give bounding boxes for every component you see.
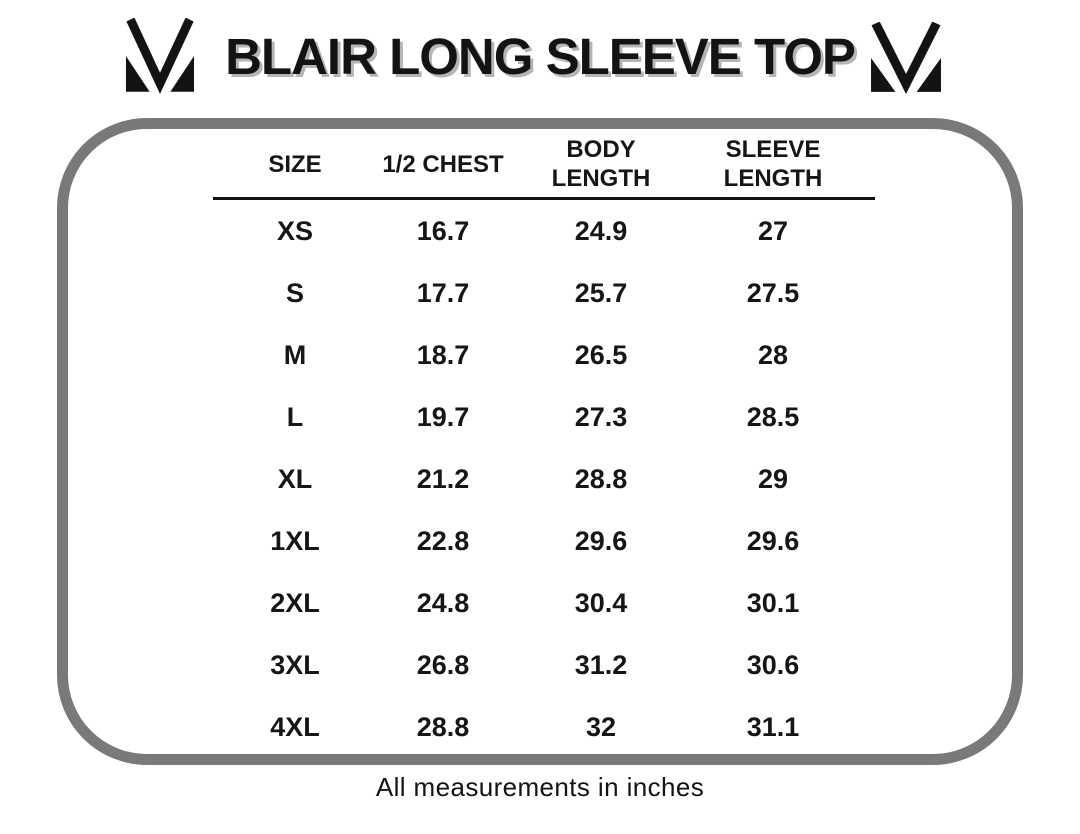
- table-row: 1XL 22.8 29.6 29.6: [213, 510, 879, 572]
- size-label: 4XL: [270, 711, 320, 742]
- size-label: L: [286, 401, 304, 432]
- body-length-value: 26.5: [574, 339, 628, 370]
- brand-m-logo-icon: [868, 22, 944, 94]
- table-row: M 18.7 26.5 28: [213, 324, 879, 386]
- size-label: 3XL: [270, 649, 320, 680]
- table-row: S 17.7 25.7 27.5: [213, 262, 879, 324]
- sleeve-length-value: 31.1: [746, 711, 800, 742]
- size-label: XL: [277, 463, 313, 494]
- sleeve-length-value: 29.6: [746, 525, 800, 556]
- size-label: 2XL: [270, 587, 320, 618]
- table-row: L 19.7 27.3 28.5: [213, 386, 879, 448]
- half-chest-value: 21.2: [416, 463, 470, 494]
- half-chest-value: 19.7: [416, 401, 470, 432]
- table-row: 4XL 28.8 32 31.1: [213, 696, 879, 758]
- sleeve-length-value: 28: [757, 339, 789, 370]
- size-chart-table: SIZE 1/2 CHEST BODY LENGTH SLEEVE LENGTH…: [213, 132, 879, 758]
- body-length-value: 24.9: [574, 215, 628, 246]
- table-row: 3XL 26.8 31.2 30.6: [213, 634, 879, 696]
- half-chest-value: 17.7: [416, 277, 470, 308]
- body-length-value: 28.8: [574, 463, 628, 494]
- half-chest-value: 28.8: [416, 711, 470, 742]
- sleeve-length-value: 27.5: [746, 277, 800, 308]
- body-length-value: 30.4: [574, 587, 628, 618]
- measurements-unit-note: All measurements in inches: [375, 772, 705, 802]
- brand-m-logo-icon: [123, 18, 197, 94]
- table-row: XL 21.2 28.8 29: [213, 448, 879, 510]
- sleeve-length-value: 29: [757, 463, 789, 494]
- body-length-value: 25.7: [574, 277, 628, 308]
- sleeve-length-value: 30.6: [746, 649, 800, 680]
- half-chest-value: 22.8: [416, 525, 470, 556]
- page-title: BLAIR LONG SLEEVE TOP: [225, 28, 856, 85]
- sleeve-length-value: 28.5: [746, 401, 800, 432]
- body-length-value: 27.3: [574, 401, 628, 432]
- column-header-size: SIZE: [268, 150, 322, 178]
- half-chest-value: 24.8: [416, 587, 470, 618]
- size-label: 1XL: [270, 525, 320, 556]
- body-length-value: 32: [585, 711, 617, 742]
- half-chest-value: 18.7: [416, 339, 470, 370]
- table-row: XS 16.7 24.9 27: [213, 200, 879, 262]
- body-length-value: 29.6: [574, 525, 628, 556]
- half-chest-value: 26.8: [416, 649, 470, 680]
- column-header-half-chest: 1/2 CHEST: [382, 150, 504, 178]
- half-chest-value: 16.7: [416, 215, 470, 246]
- sleeve-length-value: 30.1: [746, 587, 800, 618]
- chart-frame-border: [57, 118, 1023, 765]
- column-header-sleeve-length: SLEEVE LENGTH: [723, 136, 823, 192]
- table-row: 2XL 24.8 30.4 30.1: [213, 572, 879, 634]
- column-header-body-length: BODY LENGTH: [551, 136, 651, 192]
- size-label: M: [283, 339, 307, 370]
- sleeve-length-value: 27: [757, 215, 789, 246]
- header-divider-line: [213, 197, 875, 200]
- size-label: XS: [276, 215, 314, 246]
- size-label: S: [285, 277, 304, 308]
- table-header-row: SIZE 1/2 CHEST BODY LENGTH SLEEVE LENGTH: [213, 132, 879, 196]
- body-length-value: 31.2: [574, 649, 628, 680]
